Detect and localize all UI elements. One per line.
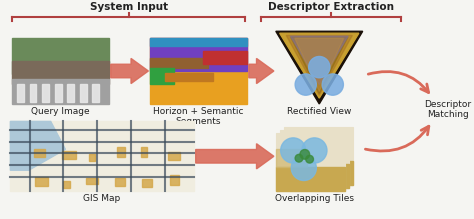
Bar bbox=[10, 121, 194, 191]
Bar bbox=[150, 38, 247, 46]
Text: Rectified View: Rectified View bbox=[287, 107, 351, 116]
Bar bbox=[12, 38, 109, 104]
Bar bbox=[283, 127, 353, 185]
Polygon shape bbox=[295, 38, 344, 92]
Circle shape bbox=[309, 57, 330, 78]
Bar bbox=[30, 84, 36, 102]
Polygon shape bbox=[249, 58, 274, 84]
Circle shape bbox=[291, 155, 316, 180]
Polygon shape bbox=[286, 35, 352, 95]
Polygon shape bbox=[10, 121, 65, 170]
Bar bbox=[165, 73, 213, 81]
Polygon shape bbox=[291, 37, 348, 94]
Text: Descriptor Extraction: Descriptor Extraction bbox=[268, 2, 394, 12]
Bar bbox=[283, 161, 353, 185]
Bar bbox=[12, 38, 109, 74]
Bar bbox=[17, 84, 24, 102]
Bar bbox=[115, 178, 125, 186]
Bar bbox=[64, 180, 70, 188]
Bar bbox=[92, 84, 99, 102]
Circle shape bbox=[302, 138, 327, 163]
Polygon shape bbox=[196, 144, 274, 169]
Bar bbox=[150, 38, 247, 104]
Polygon shape bbox=[111, 58, 148, 84]
Polygon shape bbox=[280, 33, 359, 98]
Text: System Input: System Input bbox=[90, 2, 168, 12]
Bar bbox=[168, 152, 180, 160]
Bar bbox=[89, 154, 95, 161]
Bar bbox=[150, 38, 247, 104]
Bar bbox=[117, 147, 125, 157]
Bar bbox=[55, 84, 62, 102]
Bar bbox=[170, 175, 179, 185]
Bar bbox=[42, 84, 49, 102]
Bar bbox=[34, 148, 45, 157]
Polygon shape bbox=[290, 36, 348, 85]
Bar bbox=[276, 149, 307, 167]
Bar bbox=[142, 178, 152, 187]
Bar bbox=[150, 68, 174, 84]
Bar bbox=[283, 143, 315, 161]
Bar bbox=[12, 79, 109, 104]
Bar bbox=[141, 147, 147, 157]
Bar bbox=[276, 133, 346, 191]
Circle shape bbox=[295, 74, 316, 95]
Bar bbox=[86, 178, 98, 184]
Circle shape bbox=[322, 74, 343, 95]
Text: Descriptor
Matching: Descriptor Matching bbox=[424, 100, 471, 120]
Bar bbox=[36, 177, 48, 186]
Bar bbox=[276, 167, 346, 191]
Text: Horizon + Semantic
Segments: Horizon + Semantic Segments bbox=[154, 107, 244, 126]
Circle shape bbox=[295, 154, 303, 162]
Bar bbox=[10, 121, 194, 191]
Bar bbox=[80, 84, 87, 102]
Bar bbox=[150, 38, 247, 71]
Text: GIS Map: GIS Map bbox=[83, 194, 121, 203]
Bar bbox=[280, 146, 311, 164]
Text: Overlapping Tiles: Overlapping Tiles bbox=[275, 194, 354, 203]
Polygon shape bbox=[276, 31, 363, 104]
Bar bbox=[12, 61, 109, 84]
Bar bbox=[280, 130, 349, 188]
Bar bbox=[63, 151, 76, 159]
Circle shape bbox=[306, 155, 313, 163]
Bar bbox=[203, 51, 247, 64]
Bar bbox=[150, 58, 208, 68]
Circle shape bbox=[300, 150, 310, 159]
Bar bbox=[67, 84, 74, 102]
Circle shape bbox=[281, 138, 306, 163]
Bar bbox=[280, 164, 349, 188]
Text: Query Image: Query Image bbox=[31, 107, 90, 116]
